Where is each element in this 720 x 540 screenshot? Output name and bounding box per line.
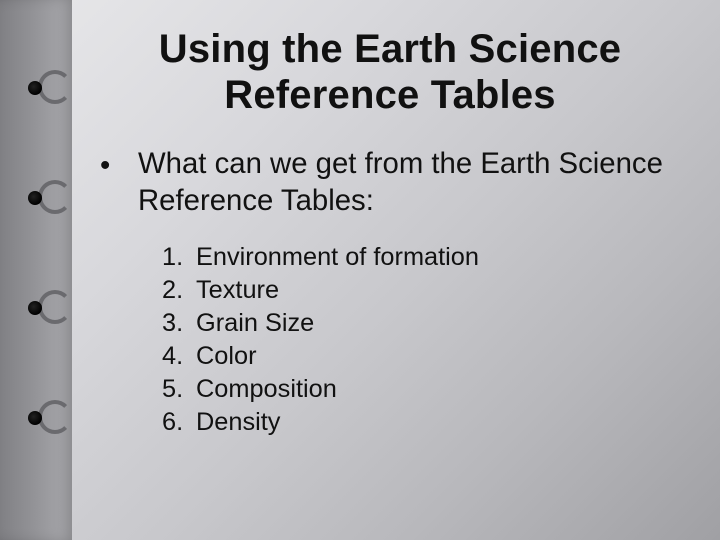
list-text: Environment of formation (196, 243, 479, 272)
list-number: 5. (162, 375, 196, 404)
list-text: Grain Size (196, 309, 314, 338)
list-text: Density (196, 408, 280, 437)
bullet-item: • What can we get from the Earth Science… (100, 146, 680, 219)
list-number: 4. (162, 342, 196, 371)
slide-content: Using the Earth Science Reference Tables… (0, 0, 720, 540)
list-text: Composition (196, 375, 337, 404)
list-text: Color (196, 342, 257, 371)
bullet-marker: • (100, 146, 138, 183)
list-number: 3. (162, 309, 196, 338)
list-number: 2. (162, 276, 196, 305)
list-number: 1. (162, 243, 196, 272)
list-item: 4. Color (162, 342, 680, 371)
bullet-text: What can we get from the Earth Science R… (138, 146, 680, 219)
list-number: 6. (162, 408, 196, 437)
list-item: 2. Texture (162, 276, 680, 305)
list-item: 3. Grain Size (162, 309, 680, 338)
numbered-list: 1. Environment of formation 2. Texture 3… (162, 243, 680, 437)
list-item: 1. Environment of formation (162, 243, 680, 272)
list-text: Texture (196, 276, 279, 305)
slide-title: Using the Earth Science Reference Tables (100, 26, 680, 118)
list-item: 6. Density (162, 408, 680, 437)
list-item: 5. Composition (162, 375, 680, 404)
